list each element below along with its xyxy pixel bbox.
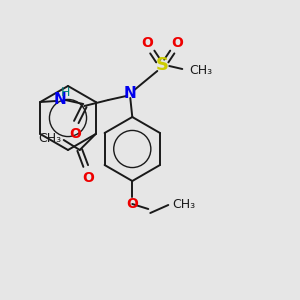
Text: S: S — [156, 56, 169, 74]
Text: N: N — [124, 85, 137, 100]
Text: N: N — [54, 92, 67, 106]
Text: H: H — [61, 86, 70, 100]
Text: CH₃: CH₃ — [172, 199, 195, 212]
Text: O: O — [82, 171, 94, 185]
Text: O: O — [141, 36, 153, 50]
Text: O: O — [69, 127, 81, 141]
Text: O: O — [171, 36, 183, 50]
Text: CH₃: CH₃ — [39, 133, 62, 146]
Text: CH₃: CH₃ — [189, 64, 212, 76]
Text: O: O — [126, 197, 138, 211]
